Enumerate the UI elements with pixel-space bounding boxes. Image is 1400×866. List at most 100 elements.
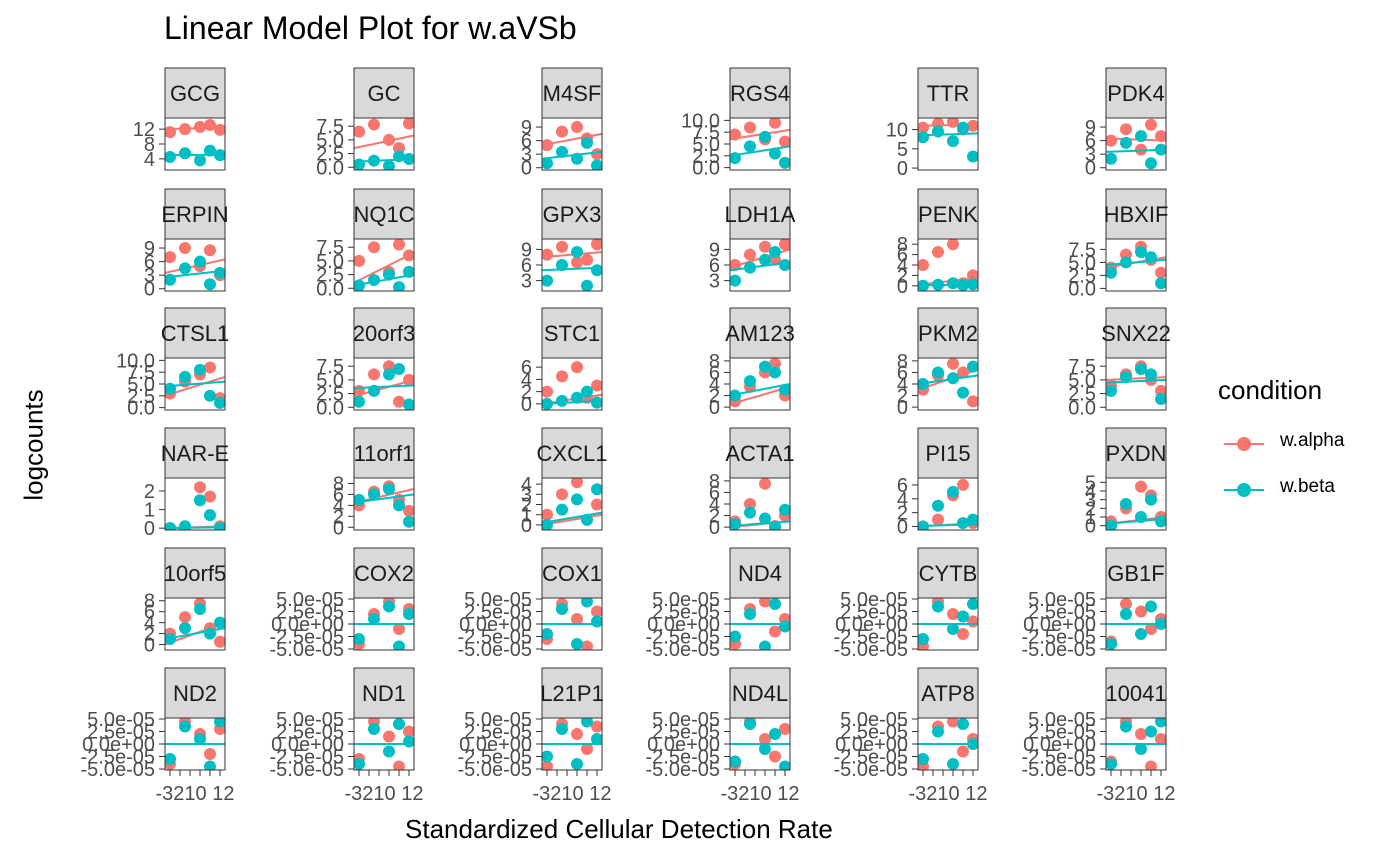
alpha-point bbox=[1135, 728, 1147, 740]
alpha-point bbox=[571, 613, 583, 625]
beta-point bbox=[779, 620, 790, 633]
beta-point bbox=[759, 743, 771, 755]
beta-point bbox=[957, 610, 969, 623]
alpha-point bbox=[591, 379, 602, 392]
y-tick-label: 5 bbox=[1085, 472, 1096, 494]
y-tick-label: 2.5 bbox=[692, 146, 720, 168]
alpha-point bbox=[957, 628, 969, 640]
y-tick-label: 6 bbox=[897, 362, 908, 384]
facet-marks bbox=[542, 239, 602, 291]
alpha-point bbox=[769, 750, 781, 763]
alpha-point bbox=[591, 605, 602, 618]
beta-point bbox=[179, 147, 191, 160]
beta-point bbox=[1135, 362, 1147, 375]
beta-point bbox=[1155, 277, 1166, 290]
beta-fit-line bbox=[1106, 378, 1166, 384]
alpha-point bbox=[393, 623, 405, 635]
beta-point bbox=[194, 494, 206, 507]
alpha-point bbox=[194, 120, 206, 133]
y-tick-label: -5.0e-05 bbox=[81, 759, 156, 781]
facet-marks bbox=[1106, 718, 1166, 770]
x-tick-labels: -3210 12 bbox=[156, 783, 235, 805]
beta-point bbox=[571, 638, 583, 650]
beta-point bbox=[759, 130, 771, 143]
alpha-point bbox=[1135, 605, 1147, 618]
beta-point bbox=[744, 718, 756, 730]
y-tick-label: 5.0e-05 bbox=[464, 589, 532, 611]
beta-point bbox=[730, 630, 741, 643]
beta-point bbox=[932, 600, 944, 613]
y-tick-label: -2.5e-05 bbox=[81, 747, 156, 769]
y-tick-label: 8 bbox=[333, 473, 344, 495]
alpha-point bbox=[165, 126, 176, 139]
alpha-point bbox=[179, 242, 191, 255]
alpha-point bbox=[1120, 123, 1132, 136]
beta-point bbox=[1145, 725, 1157, 738]
facet-strip-label: L21P1 bbox=[540, 681, 604, 706]
facet-marks bbox=[730, 718, 790, 770]
beta-point bbox=[769, 728, 781, 740]
beta-point bbox=[769, 598, 781, 610]
facet-strip-label: ACTA1 bbox=[725, 441, 794, 466]
beta-point bbox=[1155, 515, 1166, 528]
beta-point bbox=[779, 503, 790, 516]
beta-point bbox=[1120, 371, 1132, 384]
y-tick-label: 8 bbox=[897, 351, 908, 373]
y-tick-label: 7.5 bbox=[1068, 239, 1096, 261]
y-tick-label: 0 bbox=[897, 397, 908, 419]
facet-strip bbox=[164, 667, 226, 719]
y-tick-label: 2.5e-05 bbox=[276, 602, 344, 624]
y-tick-label: 2.5 bbox=[1068, 384, 1096, 406]
facet-marks bbox=[1106, 240, 1166, 290]
beta-point bbox=[179, 720, 191, 733]
alpha-point bbox=[571, 121, 583, 134]
facet-strip-label: TTR bbox=[927, 81, 970, 106]
facet-panel bbox=[353, 238, 415, 292]
beta-point bbox=[1135, 743, 1147, 755]
alpha-point bbox=[542, 508, 553, 521]
beta-point bbox=[591, 264, 602, 277]
alpha-point bbox=[571, 478, 583, 489]
y-tick-label: 0 bbox=[144, 279, 155, 301]
y-tick-label: 2.5e-05 bbox=[1028, 602, 1096, 624]
y-tick-label: 2 bbox=[144, 624, 155, 646]
beta-point bbox=[947, 485, 959, 498]
beta-point bbox=[1120, 136, 1132, 149]
y-tick-label: -2.5e-05 bbox=[270, 747, 345, 769]
facet-panel bbox=[541, 357, 603, 411]
y-tick-label: -2.5e-05 bbox=[834, 627, 909, 649]
y-tick-label: 5.0e-05 bbox=[652, 589, 720, 611]
beta-point bbox=[571, 391, 583, 404]
alpha-point bbox=[759, 240, 771, 253]
beta-point bbox=[571, 246, 583, 258]
y-tick-label: 2 bbox=[709, 506, 720, 528]
y-tick-label: -5.0e-05 bbox=[834, 639, 909, 661]
facet-panel bbox=[353, 117, 415, 171]
facet-strip-label: GPX3 bbox=[543, 202, 602, 227]
alpha-point bbox=[1155, 266, 1166, 279]
beta-point bbox=[957, 718, 969, 730]
beta-point bbox=[759, 253, 771, 266]
beta-point bbox=[581, 279, 593, 291]
alpha-point bbox=[204, 490, 216, 503]
facet-strip bbox=[164, 427, 226, 479]
beta-point bbox=[744, 375, 756, 388]
alpha-point bbox=[542, 760, 553, 770]
alpha-point bbox=[1120, 598, 1132, 610]
alpha-point bbox=[556, 370, 568, 383]
alpha-point bbox=[769, 358, 781, 370]
beta-point bbox=[393, 718, 405, 730]
y-tick-label: 2.5e-05 bbox=[276, 722, 344, 744]
beta-point bbox=[194, 733, 206, 745]
y-tick-label: 0 bbox=[144, 635, 155, 657]
beta-point bbox=[591, 483, 602, 496]
alpha-point bbox=[1135, 480, 1147, 493]
facet-strip-label: CYTB bbox=[919, 561, 978, 586]
beta-fit-line bbox=[542, 511, 602, 524]
alpha-point bbox=[214, 123, 225, 136]
alpha-point bbox=[932, 513, 944, 526]
alpha-fit-line bbox=[354, 134, 414, 150]
y-tick-label: -2.5e-05 bbox=[1022, 627, 1097, 649]
facet-marks bbox=[354, 598, 414, 650]
y-tick-label: 2.5 bbox=[316, 265, 344, 287]
